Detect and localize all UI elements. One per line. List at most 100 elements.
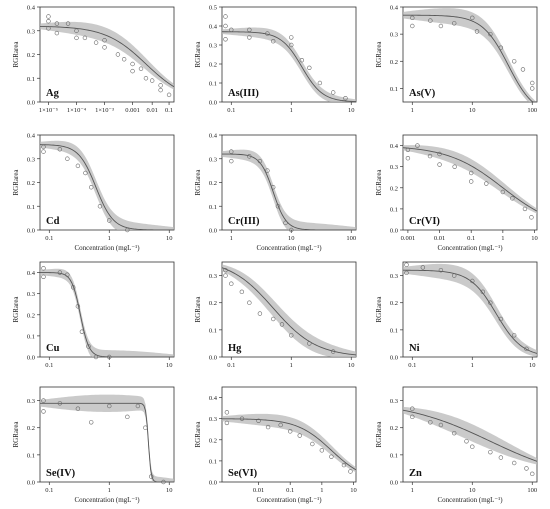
y-axis-label: RGRarea (375, 169, 383, 196)
plot-frame (402, 134, 538, 231)
data-point (223, 37, 228, 42)
data-point (93, 40, 99, 45)
data-point (86, 344, 91, 349)
data-point (289, 333, 294, 338)
data-point (138, 66, 144, 71)
data-point (343, 95, 348, 101)
data-point (70, 285, 76, 290)
x-tick-label: 100 (527, 487, 537, 494)
data-point (239, 289, 245, 295)
data-point (498, 316, 504, 322)
x-tick-label: 1 (471, 362, 474, 369)
data-point (57, 401, 63, 406)
y-tick-label: 0.0 (390, 355, 398, 362)
data-point (74, 28, 79, 33)
x-axis-label: Concentration (mgL⁻¹) (437, 496, 503, 504)
panel-label: Se(IV) (46, 468, 76, 479)
y-tick-label: 0.2 (390, 300, 398, 307)
x-tick-label: 1×10⁻³ (95, 107, 114, 114)
data-point (257, 311, 263, 316)
x-tick-label: 100 (527, 107, 537, 114)
data-point (530, 80, 535, 86)
data-point (522, 206, 528, 212)
y-tick-label: 0.3 (27, 28, 35, 35)
data-point (488, 300, 493, 305)
panel-9: 0.0 0.1 0.2 0.3 0.1 1 10 Concentration (mgL⁻¹) R… (12, 386, 175, 504)
panel-label: Cr(III) (228, 216, 260, 227)
data-point (75, 163, 81, 169)
y-tick-label: 0.4 (27, 270, 36, 277)
data-point (279, 322, 285, 327)
data-point (41, 274, 46, 279)
x-tick-label: 100 (346, 235, 356, 242)
panel-2: 0.1 0.2 0.3 0.4 1 10 100 RGRarea As(V) (375, 5, 538, 114)
data-point (289, 42, 294, 48)
x-tick-label: 10 (529, 362, 536, 369)
data-point (520, 67, 526, 72)
x-axis-label: Concentration (mgL⁻¹) (74, 496, 140, 504)
x-tick-label: 1 (108, 235, 111, 242)
y-tick-label: 0.0 (209, 100, 217, 107)
data-point (410, 406, 415, 411)
data-point (239, 416, 245, 421)
data-point (452, 273, 457, 278)
data-point (289, 227, 294, 233)
data-point (224, 410, 230, 415)
y-tick-label: 0.4 (27, 5, 36, 12)
x-tick-label: 10 (531, 235, 538, 242)
data-point (438, 23, 444, 29)
data-point (229, 27, 234, 32)
data-point (341, 462, 347, 468)
y-axis-label: RGRarea (194, 169, 202, 196)
y-tick-label: 0.0 (209, 355, 217, 362)
x-axis-label: Concentration (mgL⁻¹) (256, 496, 322, 504)
plot-frame (402, 386, 538, 483)
panel-label: Cu (46, 343, 60, 354)
y-tick-label: 0.3 (209, 273, 217, 280)
data-point (438, 267, 444, 273)
data-point (130, 68, 135, 74)
data-point (271, 38, 276, 44)
y-tick-label: 0.2 (27, 52, 35, 59)
y-axis-label: RGRarea (194, 421, 202, 448)
y-tick-label: 0.4 (390, 5, 399, 12)
data-point (223, 14, 228, 19)
data-point (310, 441, 315, 447)
x-tick-label: 1 (108, 362, 111, 369)
x-axis-label: Concentration (mgL⁻¹) (74, 244, 140, 252)
data-point (283, 220, 288, 226)
y-axis-label: RGRarea (12, 421, 20, 448)
data-point (107, 403, 112, 409)
data-point (130, 61, 135, 67)
data-point (410, 23, 415, 29)
y-axis-label: RGRarea (12, 296, 20, 323)
data-point (46, 14, 51, 19)
data-point (524, 466, 529, 471)
y-tick-label: 0.2 (27, 180, 35, 187)
data-point (257, 158, 263, 164)
data-point (74, 35, 79, 41)
y-tick-label: 0.1 (390, 452, 398, 459)
x-tick-label: 10 (166, 362, 173, 369)
plot-frame (402, 6, 538, 103)
y-tick-label: 0.3 (390, 273, 398, 280)
data-point (89, 185, 94, 190)
y-tick-label: 0.1 (27, 333, 35, 340)
data-point (247, 300, 252, 305)
panel-0: 0.0 0.1 0.2 0.3 0.4 1×10⁻⁵ 1×10⁻⁴ 1×10⁻³ 0.001 0.… (12, 5, 175, 114)
data-point (75, 304, 81, 309)
x-tick-label: 0.01 (253, 487, 264, 494)
x-tick-label: 0.1 (165, 107, 173, 114)
data-point (93, 354, 99, 360)
x-tick-label: 0.1 (227, 362, 235, 369)
data-point (143, 76, 149, 81)
data-point (229, 158, 234, 164)
panel-11: 0.0 0.1 0.2 0.3 1 10 100 Concentration (mgL⁻¹) R… (375, 386, 538, 504)
data-point (125, 227, 130, 233)
x-tick-label: 10 (469, 107, 476, 114)
y-tick-label: 0.1 (209, 81, 217, 88)
data-point (125, 414, 130, 420)
y-tick-label: 0.3 (27, 398, 35, 405)
y-tick-label: 0.2 (27, 312, 35, 319)
